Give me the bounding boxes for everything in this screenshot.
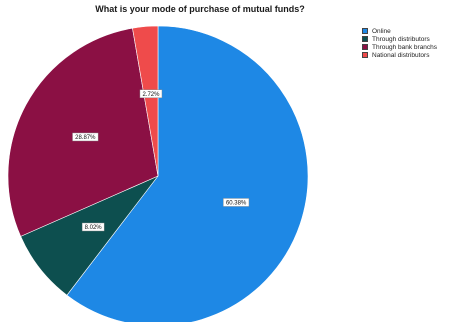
slice-label-1: 8.02% (81, 222, 105, 232)
pie-slice-0 (66, 25, 309, 322)
slice-label-0: 60.38% (223, 198, 250, 207)
svg-text:28.87%: 28.87% (75, 135, 96, 141)
legend-item-2: Through bank branchs (362, 43, 437, 51)
legend-swatch-3 (362, 52, 368, 58)
slice-label-3: 2.72% (139, 89, 163, 99)
pie-slice-2 (7, 27, 159, 237)
svg-text:60.38%: 60.38% (226, 200, 247, 206)
legend-label-0: Online (372, 27, 391, 35)
legend-label-3: National distributors (372, 51, 430, 59)
pie-slice-3 (132, 25, 159, 177)
chart-legend: Online Through distributors Through bank b… (362, 27, 437, 59)
legend-item-3: National distributors (362, 51, 437, 59)
legend-swatch-0 (362, 28, 368, 34)
legend-item-1: Through distributors (362, 35, 437, 43)
legend-item-0: Online (362, 27, 437, 35)
legend-label-1: Through distributors (372, 35, 430, 43)
legend-label-2: Through bank branchs (372, 43, 438, 51)
chart-title: What is your mode of purchase of mutual … (95, 4, 305, 14)
svg-text:8.02%: 8.02% (85, 225, 103, 231)
svg-text:2.72%: 2.72% (142, 92, 160, 98)
slice-label-2: 28.87% (72, 132, 99, 142)
legend-swatch-1 (362, 36, 368, 42)
legend-swatch-2 (362, 44, 368, 50)
